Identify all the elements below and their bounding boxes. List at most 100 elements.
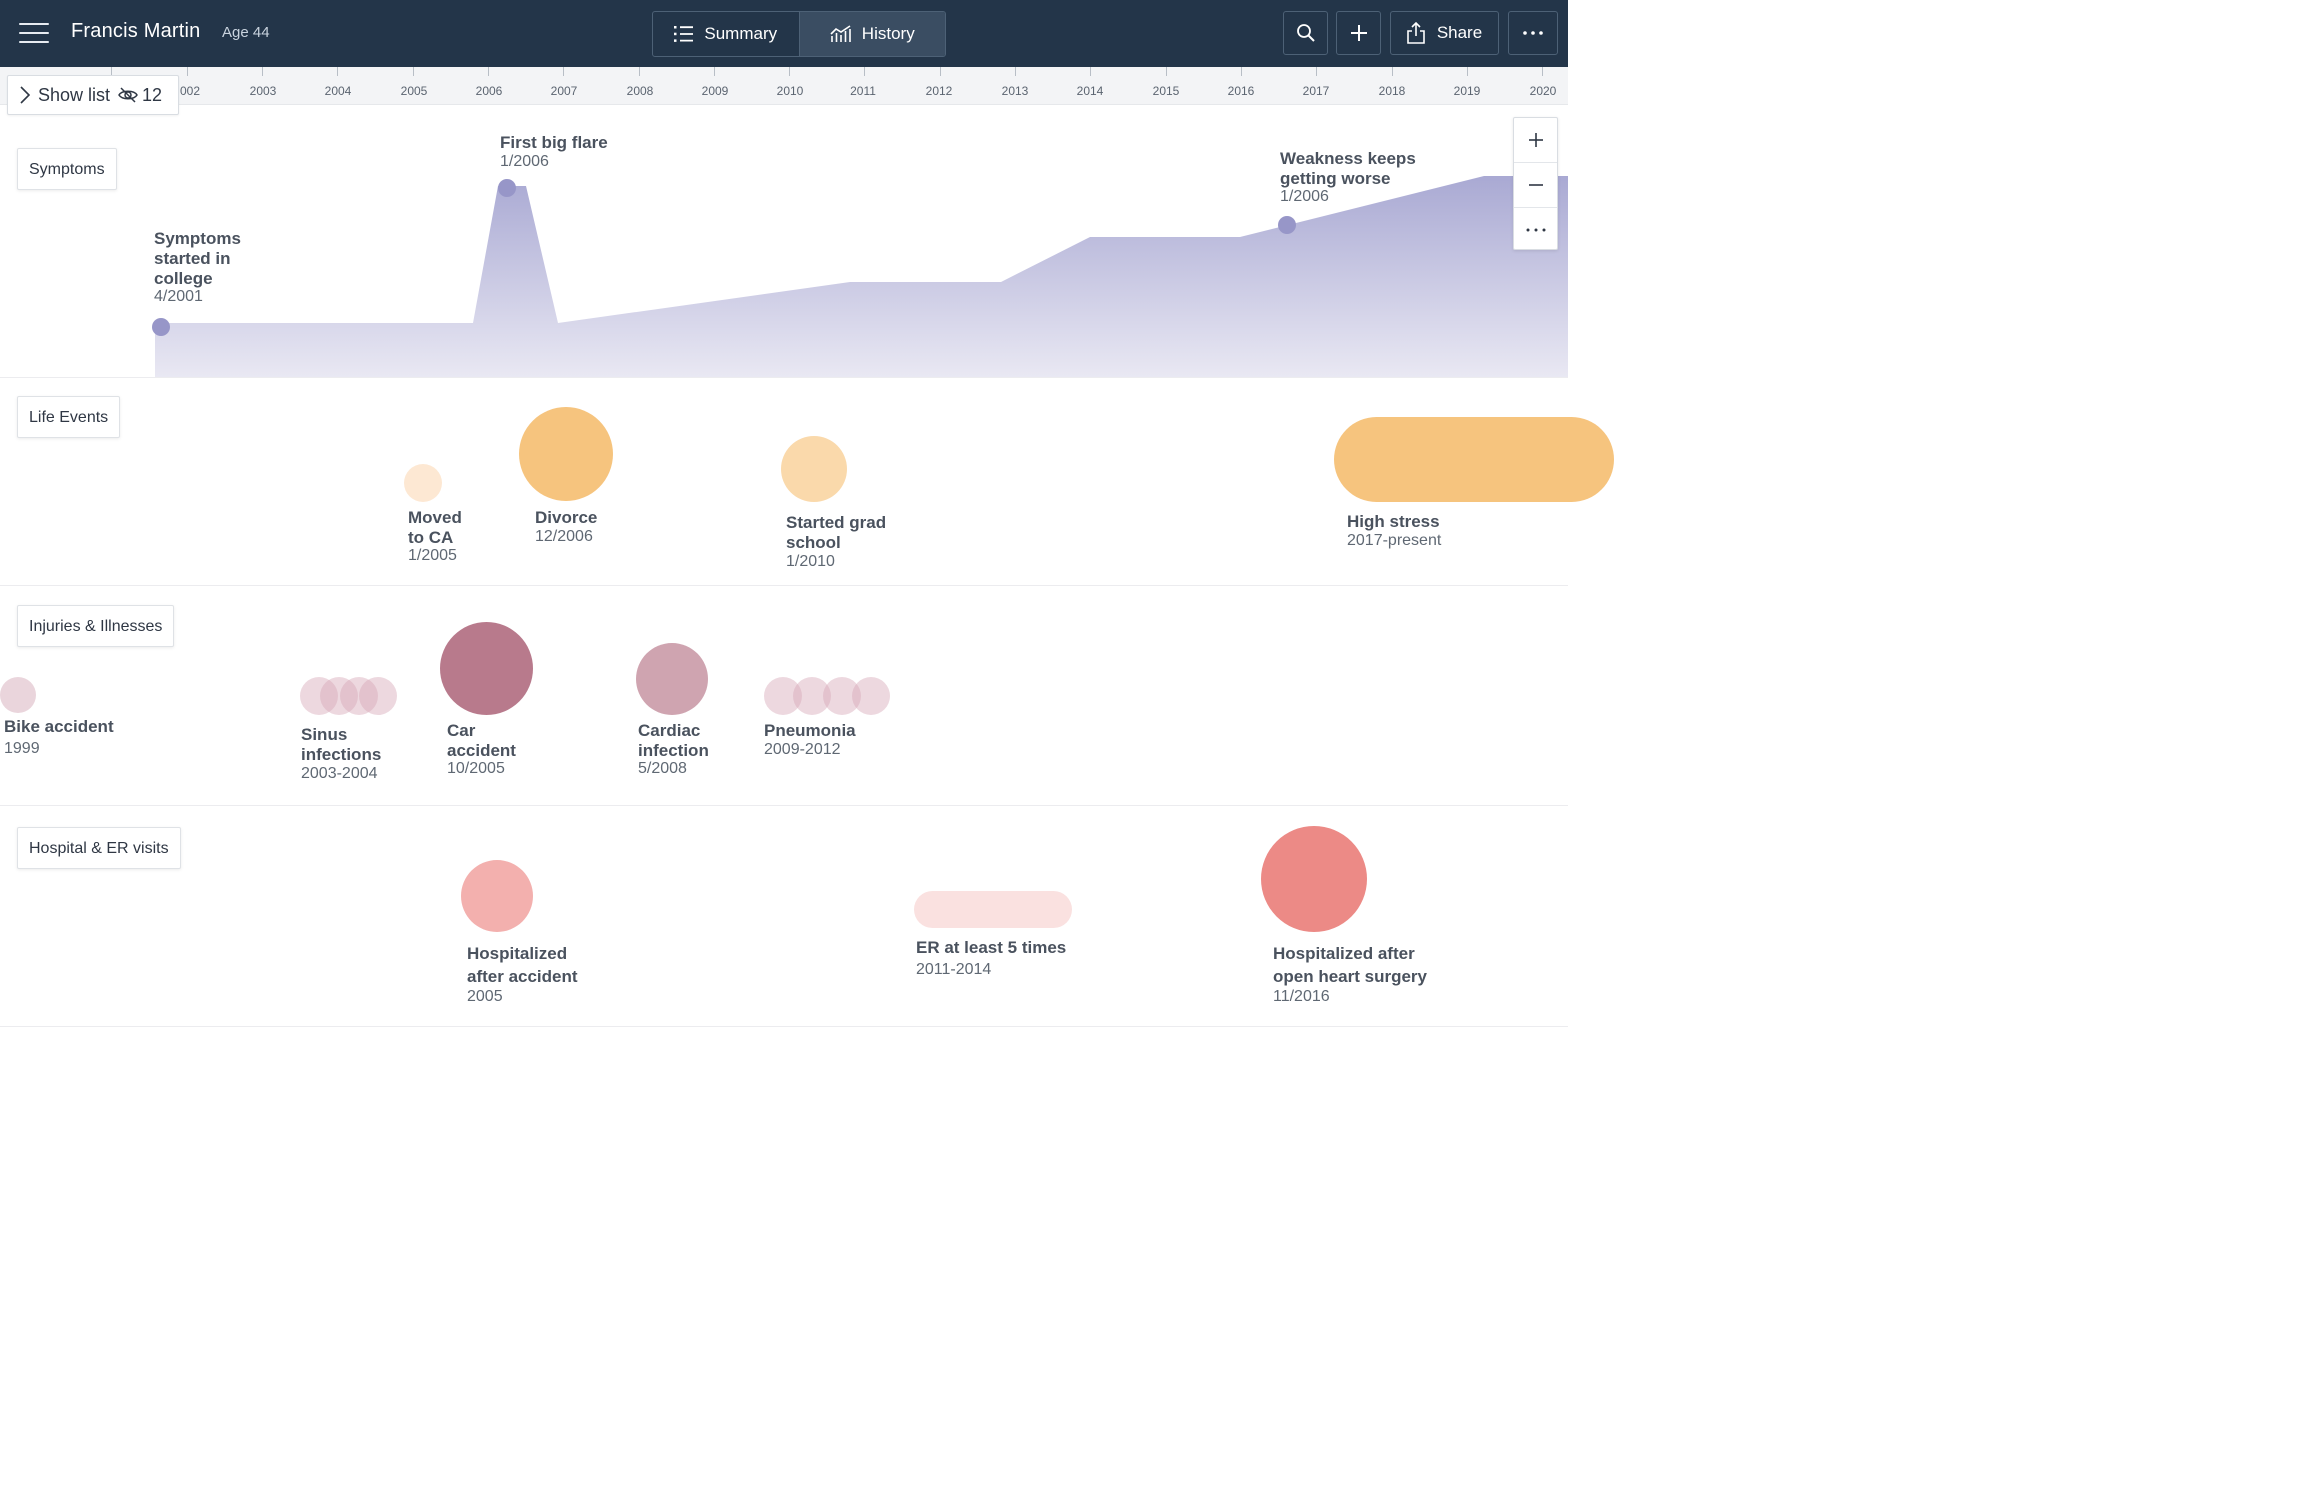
search-icon xyxy=(1296,24,1315,42)
injury-marker[interactable] xyxy=(300,677,338,715)
life-event-marker[interactable] xyxy=(781,436,847,502)
injury-date: 5/2008 xyxy=(638,760,687,777)
injury-marker[interactable] xyxy=(764,677,802,715)
more-icon xyxy=(1523,31,1543,35)
life-event-marker[interactable] xyxy=(519,407,613,501)
year-label: 2016 xyxy=(1227,84,1255,98)
zoom-out-button[interactable] xyxy=(1514,162,1557,207)
tick xyxy=(111,67,112,76)
injury-marker[interactable] xyxy=(823,677,861,715)
section-divider xyxy=(0,377,1568,378)
tick xyxy=(1467,67,1468,76)
tick xyxy=(1241,67,1242,76)
symptom-area xyxy=(155,176,1568,377)
tick xyxy=(714,67,715,76)
hospital-marker[interactable] xyxy=(1261,826,1367,932)
hospital-date: 11/2016 xyxy=(1273,988,1330,1005)
year-label: 002 xyxy=(179,84,201,98)
symptom-date: 4/2001 xyxy=(154,288,203,305)
life-event-date: 1/2005 xyxy=(408,547,457,564)
patient-age: Age 44 xyxy=(222,24,270,41)
injury-marker[interactable] xyxy=(636,643,708,715)
tick xyxy=(864,67,865,76)
year-label: 2011 xyxy=(850,84,876,98)
injury-marker[interactable] xyxy=(0,677,36,713)
injury-date: 2003-2004 xyxy=(301,765,378,782)
life-event-span[interactable] xyxy=(1334,417,1614,502)
year-label: 2008 xyxy=(626,84,654,98)
injury-marker[interactable] xyxy=(440,622,533,715)
life-event-date: 2017-present xyxy=(1347,532,1442,549)
hidden-count: 12 xyxy=(142,84,163,105)
injury-marker[interactable] xyxy=(852,677,890,715)
tab-history-label: History xyxy=(861,24,915,43)
tick xyxy=(940,67,941,76)
chart-icon xyxy=(830,25,851,42)
life-event-title: Moved to CA xyxy=(408,508,462,547)
year-label: 2009 xyxy=(701,84,729,98)
plus-icon xyxy=(1528,133,1543,147)
symptom-date: 1/2006 xyxy=(500,153,549,170)
plus-icon xyxy=(1350,25,1367,41)
hospital-span[interactable] xyxy=(914,891,1072,928)
tab-summary[interactable]: Summary xyxy=(653,12,799,56)
share-label: Share xyxy=(1436,23,1483,42)
year-label: 2006 xyxy=(475,84,503,98)
symptom-marker[interactable] xyxy=(152,318,170,336)
life-event-date: 12/2006 xyxy=(535,528,593,545)
life-event-title: Divorce xyxy=(535,508,598,527)
more-icon xyxy=(1526,228,1545,232)
search-button[interactable] xyxy=(1283,11,1328,55)
symptom-title: First big flare xyxy=(500,133,608,152)
year-label: 2003 xyxy=(249,84,277,98)
year-label: 2012 xyxy=(925,84,953,98)
year-label: 2005 xyxy=(400,84,428,98)
list-icon xyxy=(674,26,694,42)
injury-marker[interactable] xyxy=(793,677,831,715)
symptom-title: Weakness keeps getting worse xyxy=(1280,149,1416,188)
section-divider xyxy=(0,585,1568,586)
tab-history[interactable]: History xyxy=(798,12,945,56)
menu-icon[interactable] xyxy=(19,21,49,43)
tick xyxy=(488,67,489,76)
timeline-ruler[interactable]: 002 2003 2004 2005 2006 2007 2008 2009 2… xyxy=(0,67,1568,105)
hospital-title: Hospitalized after open heart surgery xyxy=(1273,944,1427,986)
tick xyxy=(563,67,564,76)
year-label: 2020 xyxy=(1529,84,1557,98)
add-button[interactable] xyxy=(1336,11,1381,55)
section-label-hospital: Hospital & ER visits xyxy=(17,827,181,869)
year-label: 2010 xyxy=(776,84,804,98)
life-event-marker[interactable] xyxy=(404,464,442,502)
zoom-more-button[interactable] xyxy=(1514,207,1557,252)
zoom-in-button[interactable] xyxy=(1514,118,1557,162)
eye-off-icon xyxy=(118,87,138,103)
year-label: 2019 xyxy=(1453,84,1481,98)
injury-marker[interactable] xyxy=(320,677,358,715)
more-options-button[interactable] xyxy=(1508,11,1558,55)
year-label: 2004 xyxy=(324,84,352,98)
show-list-button[interactable]: Show list 12 xyxy=(7,75,179,115)
symptom-marker[interactable] xyxy=(498,179,516,197)
show-list-label: Show list xyxy=(38,84,111,105)
tick xyxy=(1015,67,1016,76)
injury-title: Bike accident xyxy=(4,717,114,736)
section-label-injuries: Injuries & Illnesses xyxy=(17,605,175,647)
symptom-title: Symptoms started in college xyxy=(154,229,241,288)
injury-title: Cardiac infection xyxy=(638,721,709,760)
hospital-marker[interactable] xyxy=(461,860,533,932)
hospital-title: Hospitalized after accident xyxy=(467,944,578,986)
tab-summary-label: Summary xyxy=(704,24,778,43)
tick xyxy=(1316,67,1317,76)
injury-marker[interactable] xyxy=(359,677,397,715)
section-divider xyxy=(0,805,1568,806)
year-label: 2014 xyxy=(1076,84,1104,98)
symptom-date: 1/2006 xyxy=(1280,188,1329,205)
symptom-marker[interactable] xyxy=(1278,216,1296,234)
share-button[interactable]: Share xyxy=(1390,11,1499,55)
life-event-date: 1/2010 xyxy=(786,553,835,570)
injury-date: 2009-2012 xyxy=(764,741,841,758)
hospital-date: 2005 xyxy=(467,988,503,1005)
injury-title: Pneumonia xyxy=(764,721,856,740)
tick xyxy=(1392,67,1393,76)
injury-marker[interactable] xyxy=(340,677,378,715)
